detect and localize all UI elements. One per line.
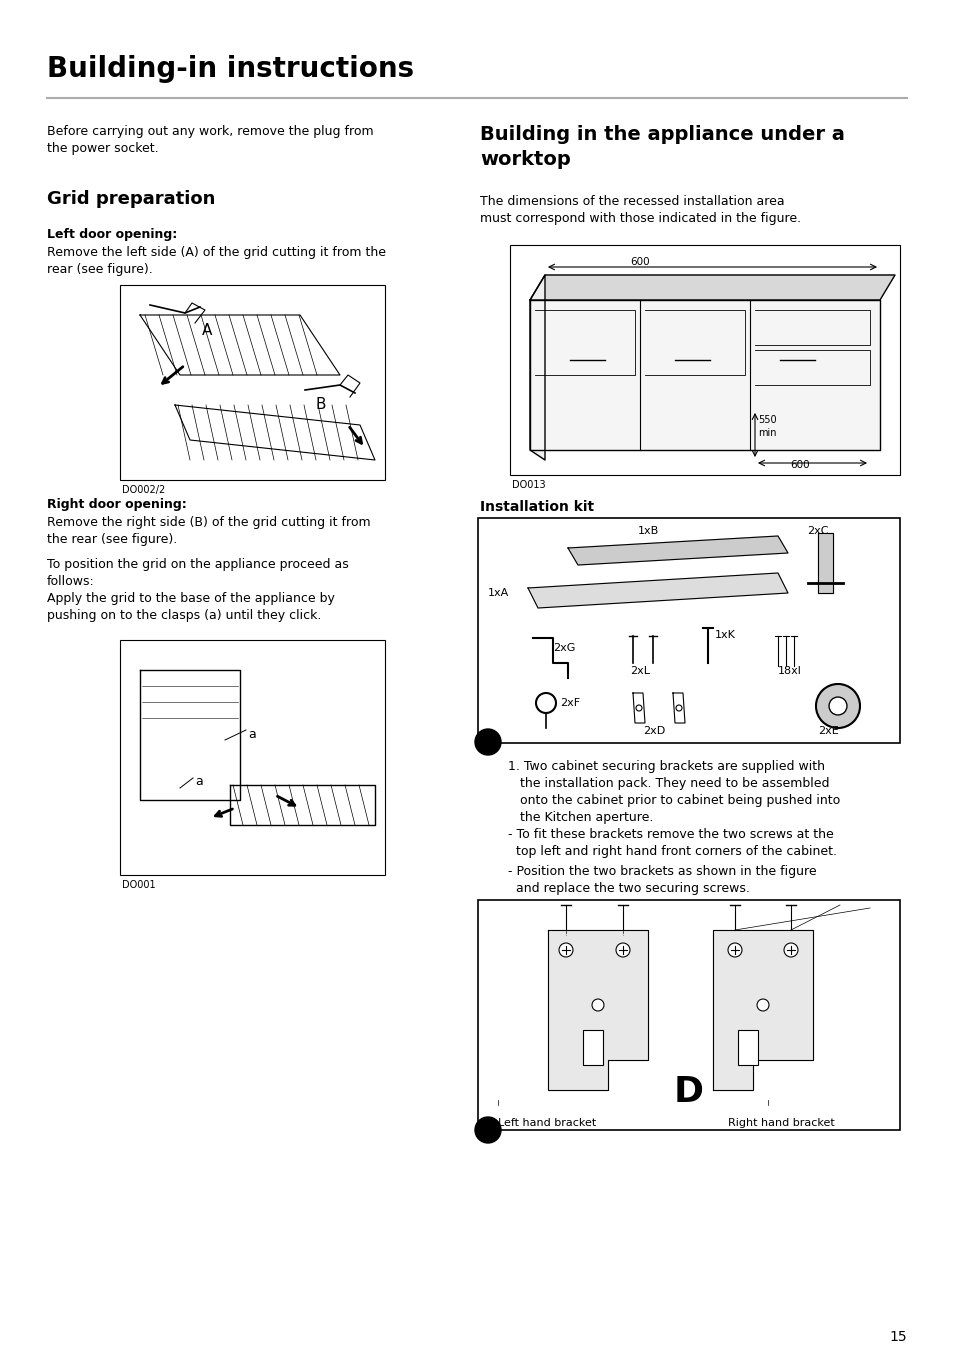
Polygon shape: [530, 275, 544, 459]
Text: To position the grid on the appliance proceed as
follows:
Apply the grid to the : To position the grid on the appliance pr…: [47, 559, 349, 622]
Text: a: a: [194, 775, 203, 788]
Text: Installation kit: Installation kit: [479, 500, 594, 514]
Text: 2xL: 2xL: [629, 666, 649, 675]
Polygon shape: [527, 573, 787, 607]
Text: Remove the left side (A) of the grid cutting it from the
rear (see figure).: Remove the left side (A) of the grid cut…: [47, 246, 386, 276]
Text: 600: 600: [630, 257, 649, 266]
Text: Right door opening:: Right door opening:: [47, 497, 187, 511]
Text: Building in the appliance under a
worktop: Building in the appliance under a workto…: [479, 125, 844, 169]
Text: Right hand bracket: Right hand bracket: [727, 1118, 834, 1128]
Text: 600: 600: [789, 459, 809, 470]
Text: Grid preparation: Grid preparation: [47, 190, 215, 208]
Circle shape: [757, 999, 768, 1011]
Text: 2xF: 2xF: [559, 699, 579, 708]
Polygon shape: [817, 533, 832, 593]
Bar: [477, 900, 899, 1129]
Circle shape: [558, 943, 573, 957]
Text: 1xA: 1xA: [488, 588, 509, 598]
Text: A: A: [202, 323, 213, 338]
Text: Remove the right side (B) of the grid cutting it from
the rear (see figure).: Remove the right side (B) of the grid cu…: [47, 516, 370, 546]
Text: Before carrying out any work, remove the plug from
the power socket.: Before carrying out any work, remove the…: [47, 125, 374, 155]
Text: 15: 15: [888, 1330, 906, 1344]
Text: 550
min: 550 min: [758, 414, 776, 438]
Text: DO002/2: DO002/2: [122, 485, 165, 495]
Text: Left hand bracket: Left hand bracket: [497, 1118, 596, 1128]
Polygon shape: [712, 930, 812, 1090]
Circle shape: [475, 1117, 500, 1143]
Text: D: D: [673, 1075, 703, 1109]
Bar: [510, 245, 899, 476]
Circle shape: [616, 943, 629, 957]
Polygon shape: [547, 930, 647, 1090]
Text: - To fit these brackets remove the two screws at the
  top left and right hand f: - To fit these brackets remove the two s…: [507, 828, 836, 858]
Bar: [738, 1030, 758, 1065]
Text: 2xG: 2xG: [553, 643, 575, 654]
Text: 2xE: 2xE: [817, 726, 838, 737]
Circle shape: [828, 697, 846, 715]
Text: 1xB: 1xB: [637, 526, 658, 535]
Circle shape: [592, 999, 603, 1011]
Bar: [120, 285, 385, 480]
Text: The dimensions of the recessed installation area
must correspond with those indi: The dimensions of the recessed installat…: [479, 194, 801, 226]
Text: Left door opening:: Left door opening:: [47, 228, 177, 241]
Text: 1. Two cabinet securing brackets are supplied with
   the installation pack. The: 1. Two cabinet securing brackets are sup…: [507, 760, 840, 824]
Polygon shape: [174, 405, 375, 459]
Text: a: a: [248, 728, 255, 741]
Circle shape: [475, 728, 500, 756]
Text: B: B: [315, 397, 326, 412]
Polygon shape: [140, 315, 339, 375]
Text: DO001: DO001: [122, 881, 155, 890]
Text: 2: 2: [483, 1124, 492, 1136]
Text: 1: 1: [483, 735, 492, 749]
Circle shape: [815, 684, 859, 728]
Polygon shape: [530, 300, 879, 450]
Text: 1xK: 1xK: [714, 631, 735, 640]
Text: 18xl: 18xl: [778, 666, 801, 675]
Circle shape: [783, 943, 797, 957]
Text: - Position the two brackets as shown in the figure
  and replace the two securin: - Position the two brackets as shown in …: [507, 864, 816, 896]
Polygon shape: [567, 535, 787, 565]
Polygon shape: [530, 275, 894, 300]
Text: 2xC: 2xC: [806, 526, 828, 535]
Bar: [120, 640, 385, 875]
Circle shape: [727, 943, 741, 957]
Text: DO013: DO013: [512, 480, 545, 491]
Text: 2xD: 2xD: [642, 726, 664, 737]
Bar: [582, 1030, 602, 1065]
Text: Building-in instructions: Building-in instructions: [47, 54, 414, 83]
Bar: [477, 518, 899, 743]
